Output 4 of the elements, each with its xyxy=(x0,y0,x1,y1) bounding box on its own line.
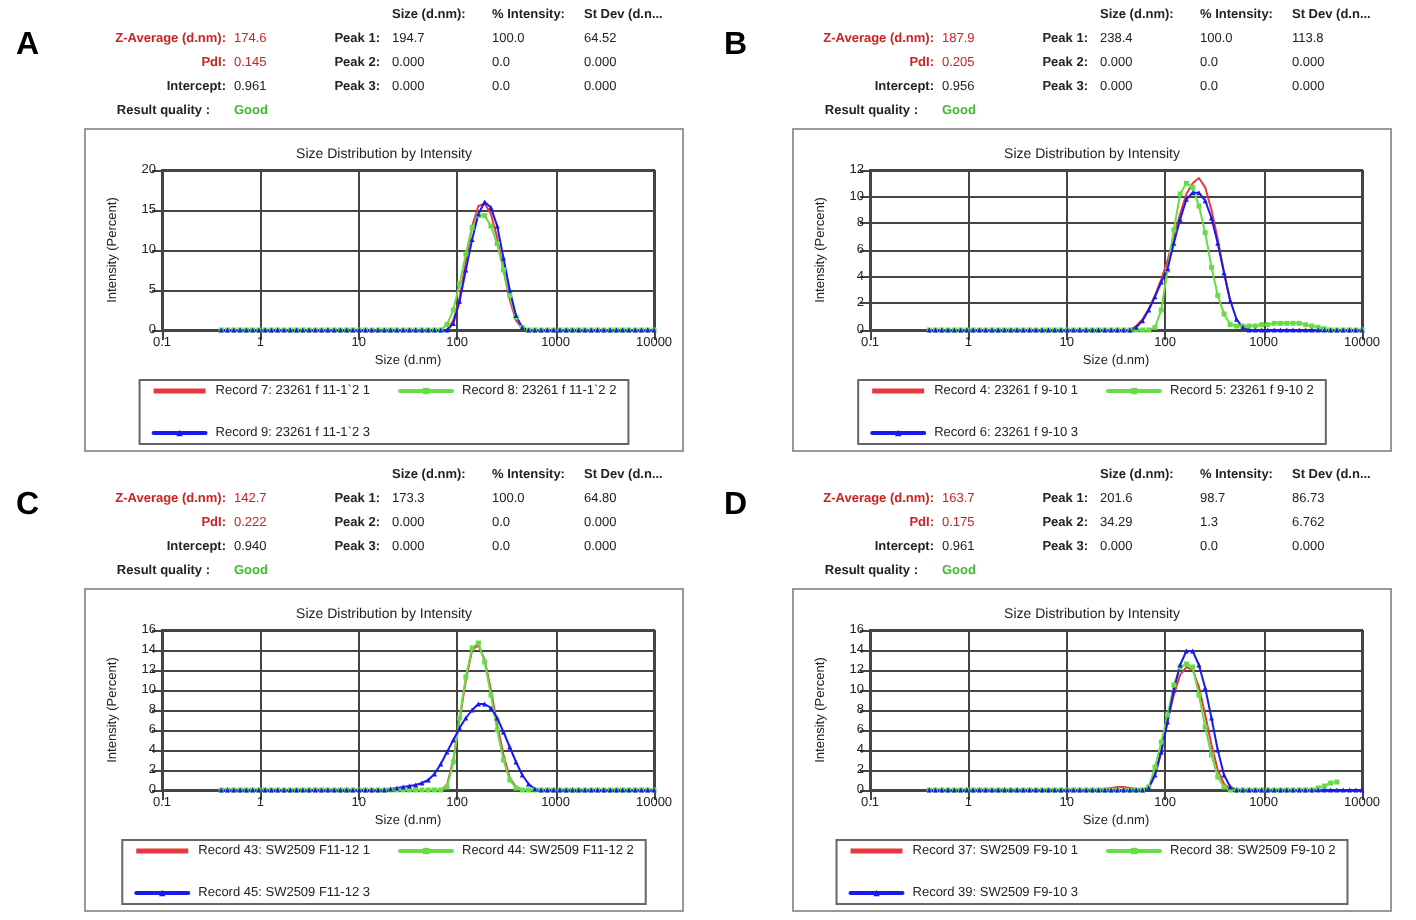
text: D xyxy=(724,488,748,524)
text: C xyxy=(16,488,40,524)
text: B xyxy=(724,28,748,64)
text: A xyxy=(16,28,40,64)
